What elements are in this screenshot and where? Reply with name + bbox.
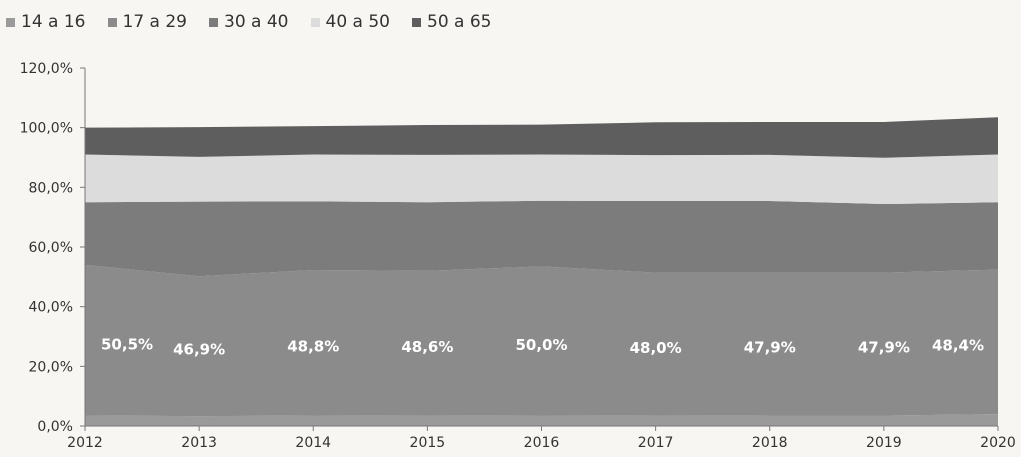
x-tick-label: 2016 <box>524 435 560 451</box>
y-tick-label: 40,0% <box>29 300 73 316</box>
legend-item-50-65: 50 a 65 <box>412 12 492 32</box>
legend-swatch <box>310 17 320 27</box>
y-tick-label: 80,0% <box>29 180 73 196</box>
legend-label: 14 a 16 <box>21 12 86 32</box>
area-series-4 <box>85 117 998 158</box>
x-tick-label: 2017 <box>638 435 674 451</box>
area-series-1 <box>85 264 998 417</box>
legend-label: 17 a 29 <box>122 12 188 32</box>
y-tick-label: 60,0% <box>29 240 73 256</box>
data-label: 48,0% <box>630 339 682 357</box>
legend-swatch <box>209 17 218 27</box>
data-label: 50,5% <box>101 335 153 353</box>
data-label: 47,9% <box>744 339 796 357</box>
legend-item-30-40: 30 a 40 <box>209 12 289 32</box>
legend-item-17-29: 17 a 29 <box>107 12 188 32</box>
y-tick-label: 0,0% <box>37 419 73 435</box>
x-tick-label: 2012 <box>67 435 103 451</box>
legend-label: 50 a 65 <box>427 12 492 32</box>
legend-item-40-50: 40 a 50 <box>310 12 391 32</box>
data-label: 48,8% <box>287 338 339 356</box>
y-tick-label: 100,0% <box>20 121 73 137</box>
x-tick-label: 2014 <box>295 435 331 451</box>
x-tick-label: 2013 <box>181 435 217 451</box>
legend-label: 40 a 50 <box>325 12 391 32</box>
data-label: 50,0% <box>515 336 567 354</box>
x-tick-label: 2015 <box>410 435 446 451</box>
legend-swatch <box>412 17 421 27</box>
legend-swatch <box>107 17 117 27</box>
area-series-2 <box>85 200 998 277</box>
x-tick-label: 2020 <box>980 435 1016 451</box>
x-tick-label: 2019 <box>866 435 902 451</box>
legend-item-14-16: 14 a 16 <box>6 12 86 32</box>
data-label: 46,9% <box>173 341 225 359</box>
legend-swatch <box>6 17 15 27</box>
x-tick-label: 2018 <box>752 435 788 451</box>
area-series-3 <box>85 154 998 205</box>
y-tick-label: 120,0% <box>20 61 73 77</box>
data-label: 48,4% <box>932 337 984 355</box>
legend-label: 30 a 40 <box>224 12 289 32</box>
y-tick-label: 20,0% <box>29 359 73 375</box>
chart-legend: 14 a 16 17 a 29 30 a 40 40 a 50 50 a 65 <box>6 12 492 32</box>
data-label: 47,9% <box>858 339 910 357</box>
data-label: 48,6% <box>401 338 453 356</box>
area-series-0 <box>85 414 998 426</box>
